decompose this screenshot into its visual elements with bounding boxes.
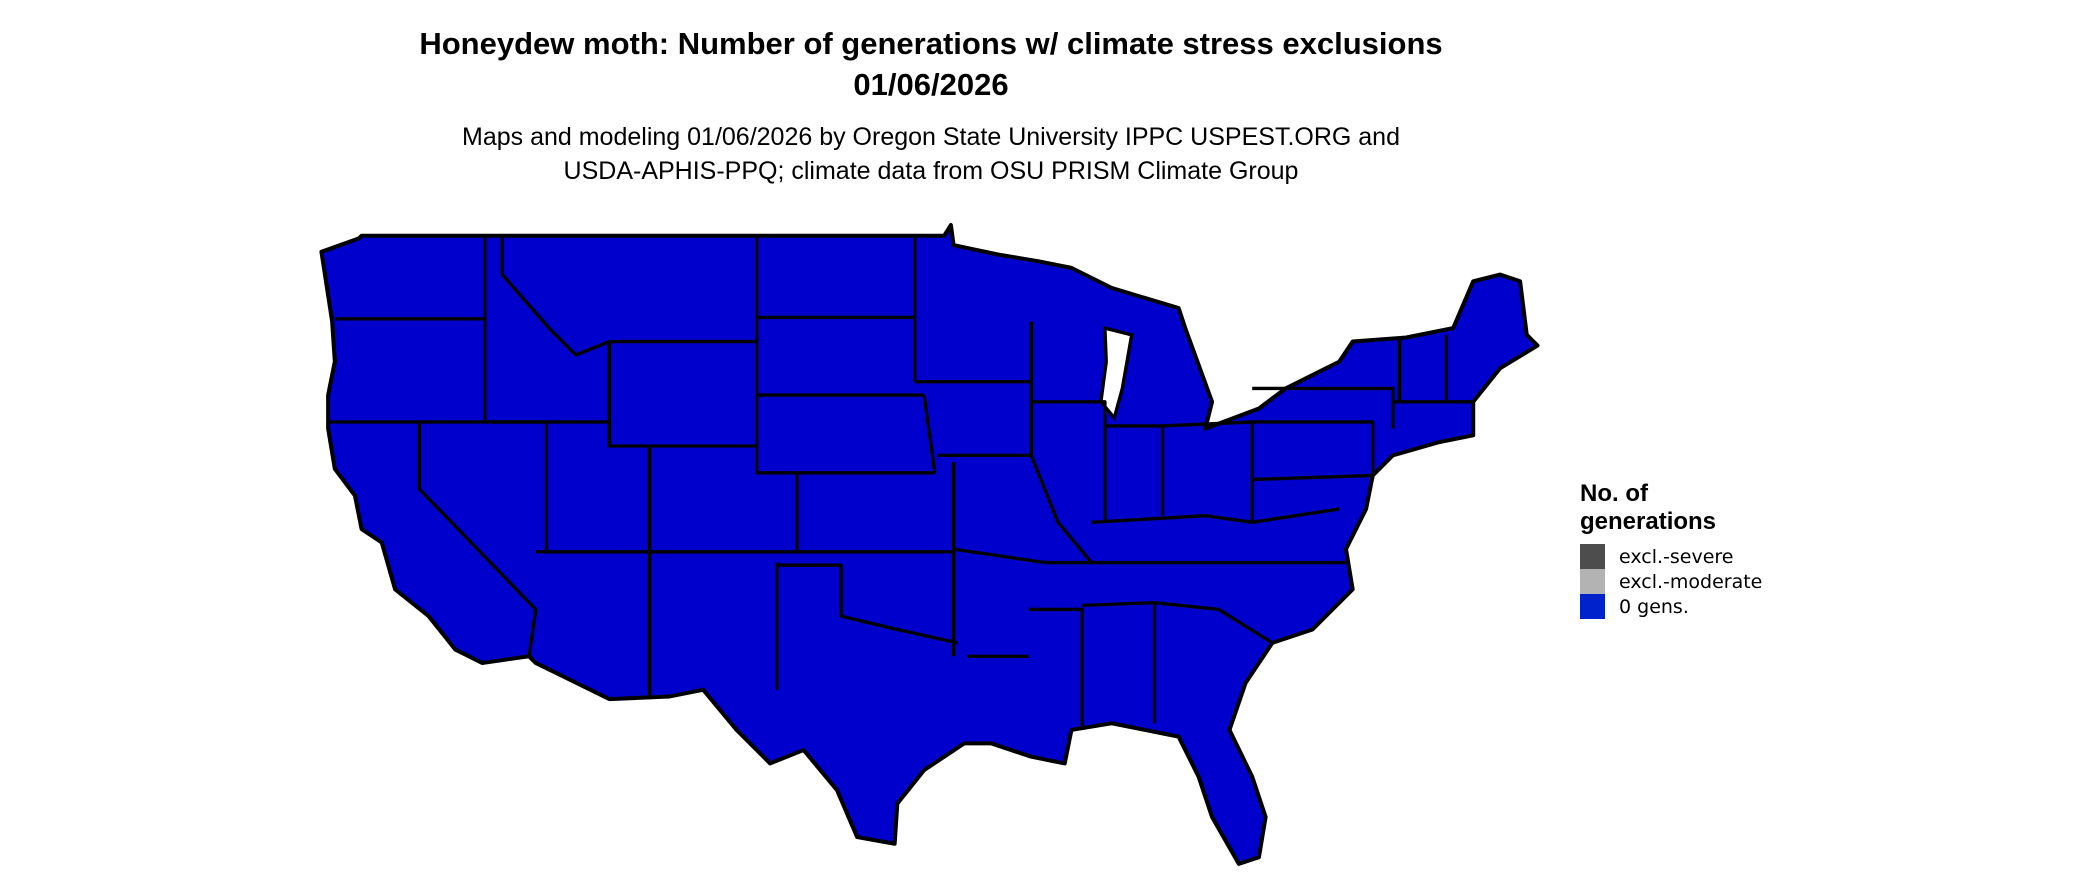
legend-swatch [1580,544,1605,569]
map-subtitle-line2: USDA-APHIS-PPQ; climate data from OSU PR… [563,157,1299,185]
map-title: Honeydew moth: Number of generations w/ … [419,26,1443,61]
legend-title-line1: No. of [1580,480,1648,507]
map-date: 01/06/2026 [853,67,1009,102]
state-borders [328,235,1474,730]
legend-label: 0 gens. [1619,595,1689,618]
legend-swatch [1580,569,1605,594]
us-outline [319,223,1540,866]
legend: No. of generations excl.-severe excl.-mo… [1580,480,1762,619]
legend-item-excl-severe: excl.-severe [1580,544,1762,569]
lake-michigan [1099,325,1134,422]
legend-swatch [1580,594,1605,619]
legend-label: excl.-severe [1619,545,1734,568]
legend-item-0-gens: 0 gens. [1580,594,1762,619]
map-subtitle-line1: Maps and modeling 01/06/2026 by Oregon S… [462,123,1400,151]
legend-item-excl-moderate: excl.-moderate [1580,569,1762,594]
legend-title-line2: generations [1580,508,1717,535]
legend-label: excl.-moderate [1619,570,1763,593]
